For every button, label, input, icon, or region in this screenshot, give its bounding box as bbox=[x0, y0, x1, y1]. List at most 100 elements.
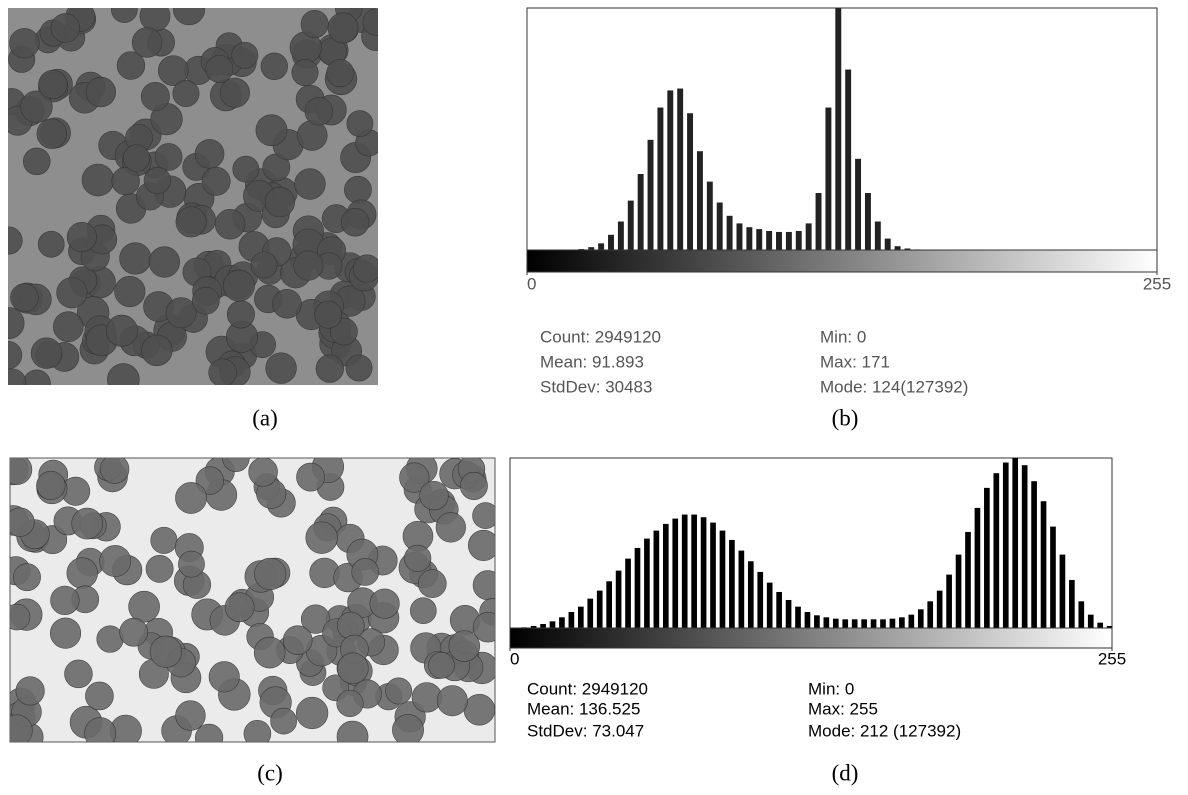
bar bbox=[776, 232, 782, 250]
bar bbox=[875, 222, 881, 250]
x-tick-label: 255 bbox=[1098, 649, 1126, 668]
bar bbox=[597, 591, 603, 628]
cell bbox=[100, 545, 131, 576]
cell bbox=[306, 522, 338, 554]
cell bbox=[261, 53, 288, 80]
bar bbox=[833, 619, 839, 628]
bar bbox=[766, 231, 772, 250]
cell bbox=[254, 637, 285, 668]
cell bbox=[192, 287, 219, 314]
bar bbox=[1088, 615, 1094, 628]
cell bbox=[353, 255, 381, 283]
cell bbox=[266, 353, 297, 384]
cell bbox=[337, 721, 368, 752]
bar bbox=[559, 617, 565, 628]
cell bbox=[82, 164, 114, 196]
cell bbox=[337, 690, 364, 717]
stat-text: StdDev: 30483 bbox=[540, 377, 652, 396]
cell bbox=[173, 80, 199, 106]
cell bbox=[206, 55, 233, 82]
bar bbox=[1041, 501, 1047, 628]
cell bbox=[140, 1, 170, 31]
cell bbox=[39, 70, 68, 99]
cell bbox=[352, 558, 379, 585]
cell bbox=[418, 570, 446, 598]
plot-frame bbox=[527, 8, 1157, 250]
cell bbox=[392, 714, 423, 745]
cell bbox=[4, 604, 30, 630]
cell bbox=[10, 28, 40, 58]
cell bbox=[363, 9, 390, 36]
cell bbox=[244, 720, 271, 747]
cell bbox=[195, 724, 223, 752]
cell bbox=[31, 338, 62, 369]
cell bbox=[85, 682, 113, 710]
bar bbox=[677, 89, 683, 250]
stat-text: Mean: 91.893 bbox=[540, 352, 644, 371]
bar bbox=[710, 523, 716, 628]
cell bbox=[410, 598, 436, 624]
bar bbox=[717, 203, 723, 250]
cell bbox=[316, 355, 344, 383]
bar bbox=[737, 223, 743, 250]
x-tick-label: 0 bbox=[527, 274, 536, 293]
cell bbox=[370, 589, 400, 619]
bar bbox=[909, 615, 915, 628]
cell bbox=[120, 618, 148, 646]
cell bbox=[10, 284, 38, 312]
bar bbox=[814, 615, 820, 628]
bar bbox=[805, 612, 811, 628]
cell bbox=[223, 445, 250, 472]
cell bbox=[460, 472, 487, 499]
cell bbox=[295, 169, 326, 200]
cell bbox=[223, 270, 254, 301]
bar bbox=[672, 519, 678, 628]
bar bbox=[540, 624, 546, 628]
cell bbox=[283, 626, 312, 655]
cell bbox=[233, 156, 259, 182]
bar bbox=[835, 8, 841, 250]
cell bbox=[473, 503, 499, 529]
cell bbox=[344, 176, 371, 203]
cell bbox=[337, 653, 368, 684]
cell bbox=[175, 482, 206, 513]
bar bbox=[965, 532, 971, 628]
bar bbox=[618, 222, 624, 250]
cell bbox=[13, 564, 40, 591]
cell bbox=[346, 355, 372, 381]
cell bbox=[57, 277, 88, 308]
cell bbox=[215, 209, 245, 239]
cell bbox=[473, 612, 503, 642]
bar bbox=[748, 561, 754, 628]
bar bbox=[786, 232, 792, 250]
cell bbox=[23, 148, 50, 175]
gradient-bar bbox=[527, 250, 1157, 272]
cell bbox=[166, 297, 196, 327]
bar bbox=[638, 174, 644, 250]
cell bbox=[305, 97, 333, 125]
bar bbox=[975, 508, 981, 628]
bar bbox=[739, 551, 745, 628]
stat-text: Count: 2949120 bbox=[527, 679, 648, 698]
cell bbox=[227, 301, 254, 328]
cell bbox=[151, 527, 177, 553]
cell bbox=[265, 187, 295, 217]
cell bbox=[328, 13, 358, 43]
cell bbox=[1, 715, 32, 746]
stat-text: Max: 255 bbox=[808, 699, 878, 718]
cell bbox=[38, 231, 64, 257]
cell bbox=[195, 139, 224, 168]
cell bbox=[146, 555, 173, 582]
stat-text: Mean: 136.525 bbox=[527, 699, 640, 718]
bar bbox=[687, 113, 693, 250]
cell bbox=[65, 660, 93, 688]
bar bbox=[598, 243, 604, 250]
cell bbox=[100, 455, 129, 484]
bar bbox=[729, 540, 735, 628]
cell bbox=[178, 551, 204, 577]
stat-text: Mode: 124(127392) bbox=[820, 377, 968, 396]
panel-label: (d) bbox=[832, 760, 859, 785]
cell bbox=[315, 301, 342, 328]
cell bbox=[50, 618, 80, 648]
bar bbox=[880, 619, 886, 628]
